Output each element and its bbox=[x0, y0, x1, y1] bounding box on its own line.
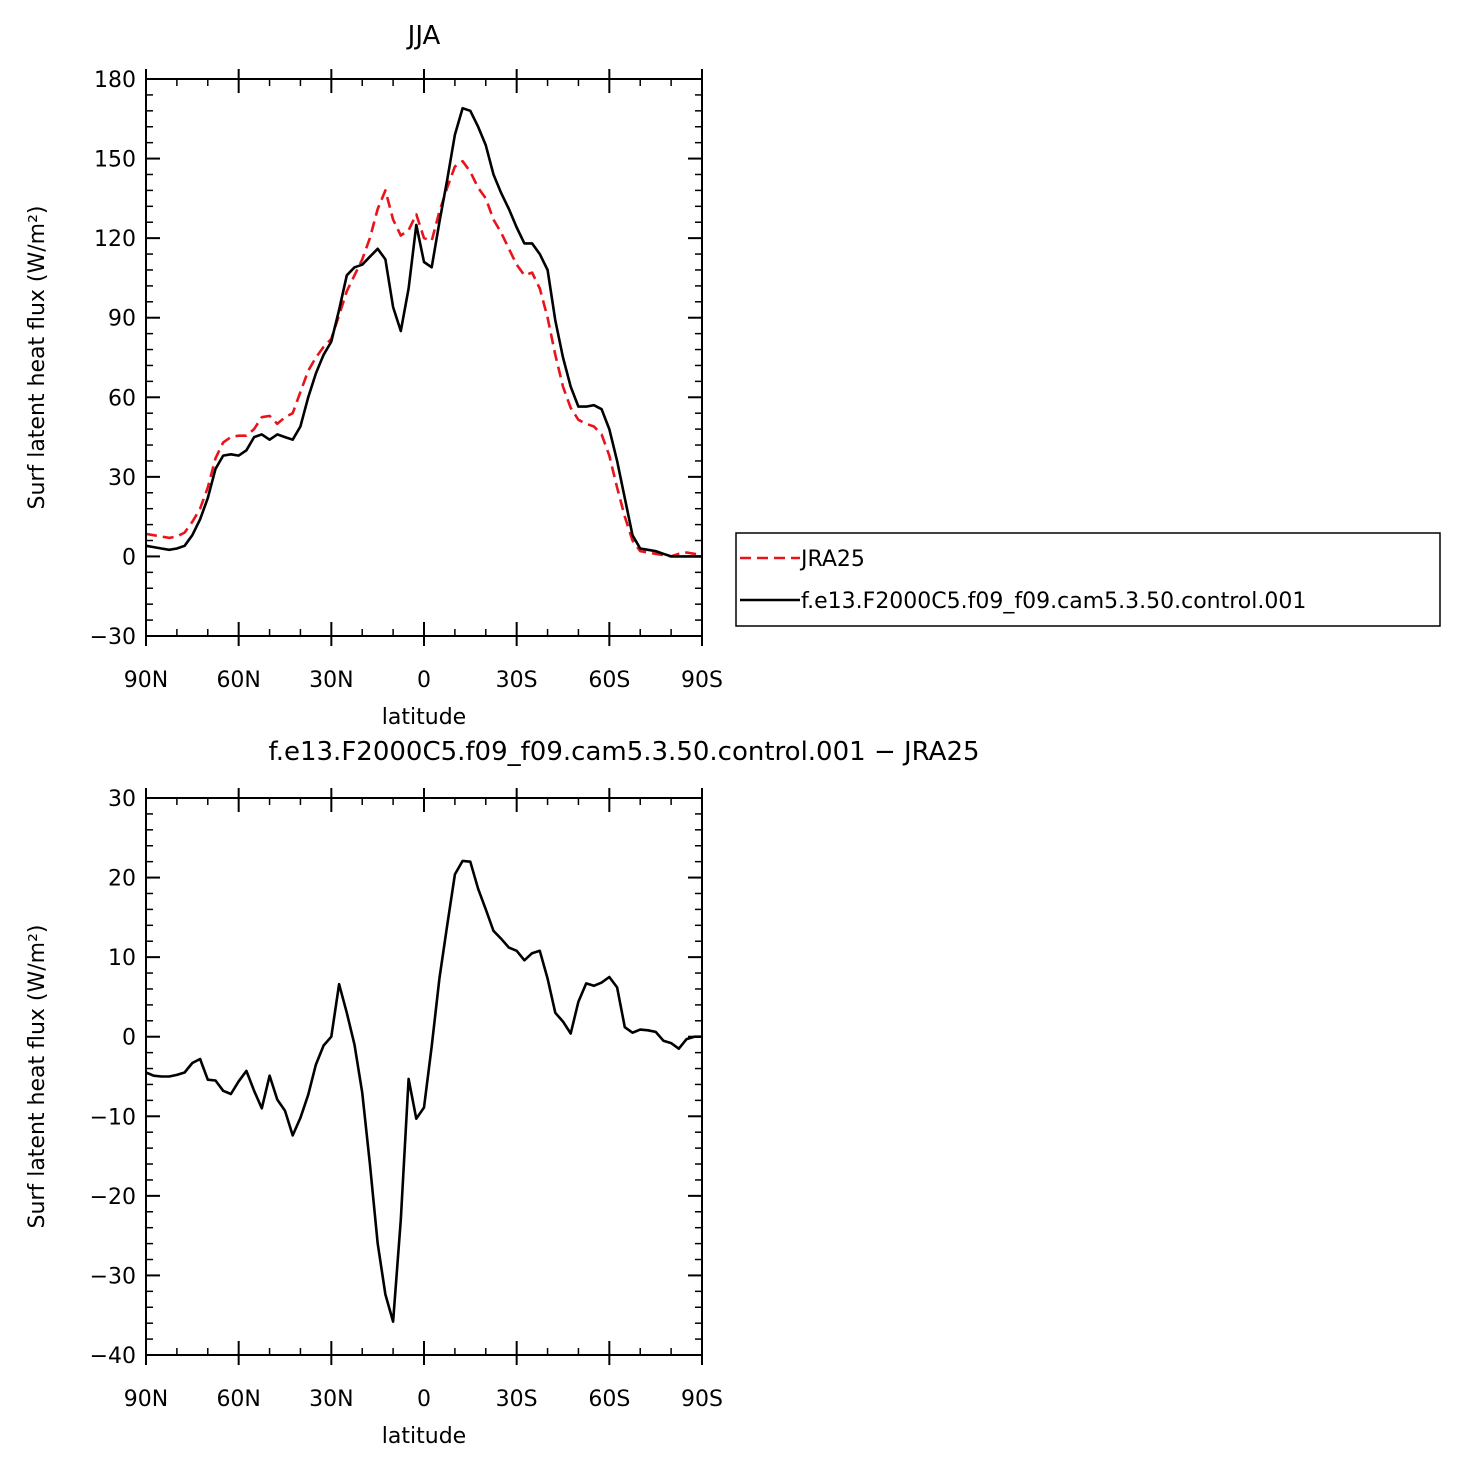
y-tick-label: −40 bbox=[90, 1344, 136, 1369]
legend-box bbox=[735, 532, 1441, 627]
x-tick-label: 60N bbox=[216, 668, 260, 693]
x-axis-label: latitude bbox=[382, 1424, 466, 1449]
y-tick-label: 10 bbox=[108, 946, 136, 971]
x-tick-label: 90N bbox=[124, 1387, 168, 1412]
x-tick-label: 30S bbox=[496, 668, 538, 693]
y-tick-label: 180 bbox=[94, 68, 136, 93]
top-plot: JJA 180 150 120 90 60 30 0 −30 90N 60N 30N 0 30S 60S 90… bbox=[25, 21, 723, 730]
x-tick-label: 60S bbox=[588, 668, 630, 693]
y-tick-label: −20 bbox=[90, 1185, 136, 1210]
legend-label-0: JRA25 bbox=[799, 547, 865, 572]
y-axis-label: Surf latent heat flux (W/m²) bbox=[25, 925, 50, 1229]
plot-frame bbox=[145, 797, 703, 1356]
y-tick-label: −30 bbox=[90, 625, 136, 650]
x-tick-label: 60N bbox=[216, 1387, 260, 1412]
plot-title: f.e13.F2000C5.f09_f09.cam5.3.50.control.… bbox=[268, 737, 979, 767]
x-tick-label: 90S bbox=[681, 1387, 723, 1412]
legend: JRA25 f.e13.F2000C5.f09_f09.cam5.3.50.con… bbox=[735, 532, 1441, 627]
y-tick-label: 0 bbox=[122, 545, 136, 570]
y-tick-label: −30 bbox=[90, 1264, 136, 1289]
y-tick-label: 150 bbox=[94, 148, 136, 173]
x-tick-label: 30N bbox=[309, 668, 353, 693]
y-tick-label: 30 bbox=[108, 787, 136, 812]
series-line-model bbox=[145, 859, 702, 1323]
y-axis-label: Surf latent heat flux (W/m²) bbox=[25, 206, 50, 510]
x-axis-label: latitude bbox=[382, 705, 466, 730]
y-tick-label: 0 bbox=[122, 1026, 136, 1051]
y-tick-label: 90 bbox=[108, 307, 136, 332]
y-tick-label: 20 bbox=[108, 867, 136, 892]
y-tick-label: 120 bbox=[94, 227, 136, 252]
y-tick-label: 30 bbox=[108, 466, 136, 491]
x-tick-label: 90S bbox=[681, 668, 723, 693]
x-tick-label: 30N bbox=[309, 1387, 353, 1412]
x-tick-label: 0 bbox=[417, 1387, 431, 1412]
x-tick-label: 90N bbox=[124, 668, 168, 693]
x-tick-label: 0 bbox=[417, 668, 431, 693]
y-tick-label: 60 bbox=[108, 386, 136, 411]
x-tick-label: 60S bbox=[588, 1387, 630, 1412]
x-tick-label: 30S bbox=[496, 1387, 538, 1412]
y-tick-label: −10 bbox=[90, 1105, 136, 1130]
plot-title: JJA bbox=[406, 21, 441, 51]
plot-frame bbox=[145, 78, 703, 637]
series-line-model bbox=[145, 106, 702, 558]
bottom-plot: f.e13.F2000C5.f09_f09.cam5.3.50.control.… bbox=[25, 737, 980, 1449]
series-line-jra25 bbox=[145, 159, 703, 558]
legend-label-1: f.e13.F2000C5.f09_f09.cam5.3.50.control.… bbox=[801, 589, 1306, 614]
